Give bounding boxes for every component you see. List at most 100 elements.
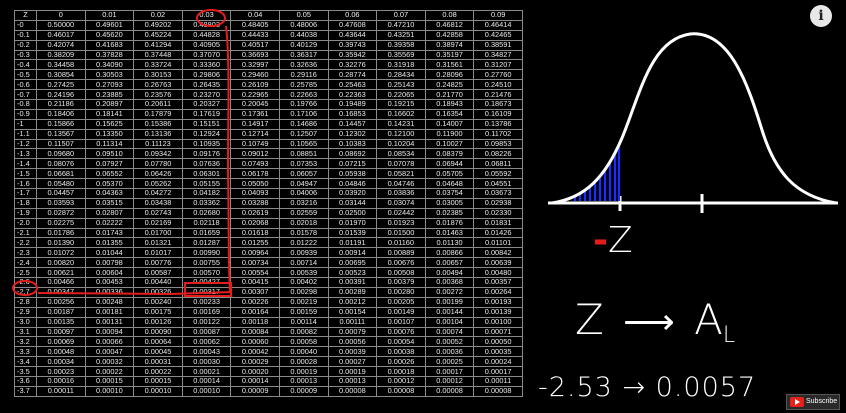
probability-cell: 0.00027 xyxy=(327,356,378,368)
probability-cell: 0.00079 xyxy=(327,326,378,338)
probability-cell: 0.40905 xyxy=(181,39,232,51)
z-table-row: -0.7 0.24196 0.23885 0.23576 0.23270 0.22965 0… xyxy=(14,89,523,101)
probability-cell: 0.00017 xyxy=(473,366,523,377)
probability-cell: 0.12507 xyxy=(278,128,329,140)
probability-cell: 0.00336 xyxy=(84,286,135,298)
probability-cell: 0.00042 xyxy=(230,346,280,358)
z-value-cell: -3.4 xyxy=(14,356,37,368)
probability-cell: 0.02938 xyxy=(473,197,523,209)
probability-cell: 0.00914 xyxy=(327,247,378,259)
z-table-row: -1.2 0.11507 0.11314 0.11123 0.10935 0.10749 0… xyxy=(14,138,523,150)
probability-cell: 0.00008 xyxy=(473,385,523,397)
probability-cell: 0.00023 xyxy=(36,366,86,377)
probability-cell: 0.00094 xyxy=(84,326,135,338)
probability-cell: 0.01017 xyxy=(133,247,183,259)
probability-cell: 0.42858 xyxy=(424,29,475,41)
probability-cell: 0.46017 xyxy=(36,29,86,41)
probability-cell: 0.00009 xyxy=(278,385,329,397)
probability-cell: 0.08692 xyxy=(327,148,378,160)
probability-cell: 0.34458 xyxy=(36,59,86,71)
subscribe-button[interactable]: Subscribe xyxy=(786,394,840,410)
probability-cell: 0.27760 xyxy=(473,69,523,81)
probability-cell: 0.45620 xyxy=(84,29,135,41)
probability-cell: 0.00621 xyxy=(36,267,86,279)
probability-cell: 0.10383 xyxy=(327,138,378,150)
probability-cell: 0.00052 xyxy=(424,336,475,348)
probability-cell: 0.00035 xyxy=(473,346,523,358)
probability-cell: 0.00199 xyxy=(424,296,475,308)
z-table-header-cell: 0.04 xyxy=(230,10,280,21)
probability-cell: 0.00402 xyxy=(278,277,329,288)
probability-cell: 0.06944 xyxy=(424,158,475,170)
probability-cell: 0.48405 xyxy=(230,19,280,31)
probability-cell: 0.00025 xyxy=(424,356,475,368)
probability-cell: 0.02619 xyxy=(230,207,280,219)
z-table-row: -0.8 0.21186 0.20897 0.20611 0.20327 0.20045 0… xyxy=(14,99,523,110)
probability-cell: 0.14007 xyxy=(424,118,475,130)
probability-cell: 0.00022 xyxy=(133,366,183,377)
probability-cell: 0.47608 xyxy=(327,19,378,31)
probability-cell: 0.05262 xyxy=(133,178,183,190)
probability-cell: 0.00013 xyxy=(278,375,329,387)
probability-cell: 0.01355 xyxy=(84,237,135,249)
z-table-row: -0 0.50000 0.49601 0.49202 0.48803 0.48405 0.4… xyxy=(14,19,523,31)
probability-cell: 0.46414 xyxy=(473,19,523,31)
probability-cell: 0.21186 xyxy=(36,99,86,110)
probability-cell: 0.06681 xyxy=(36,168,86,180)
z-table-row: -3.5 0.00023 0.00022 0.00022 0.00021 0.00020 0… xyxy=(14,366,523,377)
probability-cell: 0.00164 xyxy=(230,306,280,318)
z-table-header-row: Z 0 0.01 0.02 0.03 0.04 0.05 0.06 0.07 0… xyxy=(14,10,523,21)
probability-cell: 0.00114 xyxy=(278,316,329,328)
z-value-cell: -2.6 xyxy=(14,277,37,288)
probability-cell: 0.01287 xyxy=(181,237,232,249)
probability-cell: 0.00026 xyxy=(376,356,426,368)
z-table-row: -1.1 0.13567 0.13350 0.13136 0.12924 0.12714 0… xyxy=(14,128,523,140)
probability-cell: 0.00122 xyxy=(181,316,232,328)
probability-cell: 0.02118 xyxy=(181,217,232,229)
probability-cell: 0.00554 xyxy=(230,267,280,279)
probability-cell: 0.29460 xyxy=(230,69,280,81)
probability-cell: 0.04551 xyxy=(473,178,523,190)
probability-cell: 0.11314 xyxy=(84,138,135,150)
probability-cell: 0.00036 xyxy=(424,346,475,358)
probability-cell: 0.07493 xyxy=(230,158,280,170)
z-value-cell: -0.1 xyxy=(14,29,37,41)
probability-cell: 0.22065 xyxy=(376,89,426,101)
probability-cell: 0.00776 xyxy=(133,257,183,269)
probability-cell: 0.16109 xyxy=(473,108,523,120)
probability-cell: 0.00069 xyxy=(36,336,86,348)
z-value-cell: -3.3 xyxy=(14,346,37,358)
probability-cell: 0.19215 xyxy=(376,99,426,110)
probability-cell: 0.38209 xyxy=(36,49,86,61)
probability-cell: 0.03438 xyxy=(133,197,183,209)
probability-cell: 0.00011 xyxy=(473,375,523,387)
probability-cell: 0.00012 xyxy=(376,375,426,387)
info-button[interactable]: i xyxy=(810,5,832,27)
probability-cell: 0.00028 xyxy=(278,356,329,368)
z-value-cell: -1.3 xyxy=(14,148,37,160)
probability-cell: 0.04363 xyxy=(84,188,135,199)
z-value-cell: -0.8 xyxy=(14,99,37,110)
probability-cell: 0.01101 xyxy=(473,237,523,249)
probability-cell: 0.00039 xyxy=(327,346,378,358)
probability-cell: 0.00126 xyxy=(133,316,183,328)
probability-cell: 0.30153 xyxy=(133,69,183,81)
probability-cell: 0.10749 xyxy=(230,138,280,150)
probability-cell: 0.00272 xyxy=(424,286,475,298)
probability-cell: 0.00012 xyxy=(424,375,475,387)
probability-cell: 0.09510 xyxy=(84,148,135,160)
probability-cell: 0.16354 xyxy=(424,108,475,120)
z-table-row: -2.0 0.02275 0.02222 0.02169 0.02118 0.02068 0… xyxy=(14,217,523,229)
probability-cell: 0.00010 xyxy=(181,385,232,397)
probability-cell: 0.13350 xyxy=(84,128,135,140)
probability-cell: 0.01222 xyxy=(278,237,329,249)
probability-cell: 0.28434 xyxy=(376,69,426,81)
probability-cell: 0.00248 xyxy=(84,296,135,308)
z-value-cell: -3.1 xyxy=(14,326,37,338)
z-table-row: -1.8 0.03593 0.03515 0.03438 0.03362 0.03288 0… xyxy=(14,197,523,209)
z-table-header-cell: 0.09 xyxy=(473,10,523,21)
probability-cell: 0.27093 xyxy=(84,79,135,91)
z-value-cell: -0.4 xyxy=(14,59,37,71)
z-value-cell: -0.6 xyxy=(14,79,37,91)
probability-cell: 0.01160 xyxy=(376,237,426,249)
